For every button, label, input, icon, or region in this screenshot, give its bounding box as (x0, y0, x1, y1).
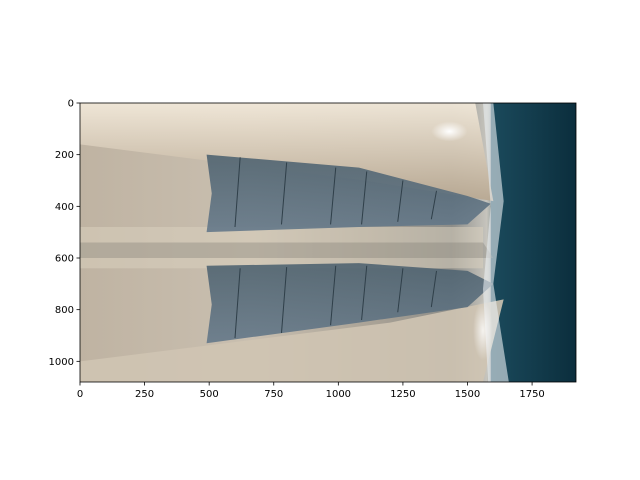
y-tick-label: 400 (55, 202, 74, 213)
tank-image (80, 103, 576, 382)
x-tick-label: 250 (135, 389, 154, 400)
x-tick-label: 500 (200, 389, 219, 400)
y-tick-label: 200 (55, 150, 74, 161)
panel-seam-lower (330, 265, 337, 326)
y-tick-label: 1000 (49, 357, 74, 368)
light-glare (473, 300, 493, 361)
axes-frame (79, 102, 577, 383)
light-glare (431, 121, 468, 142)
x-tick-label: 1250 (390, 389, 415, 400)
center-band (80, 227, 483, 269)
water-region (490, 103, 576, 382)
panel-seam-upper (361, 171, 368, 225)
x-tick-label: 1750 (519, 389, 544, 400)
panel-seam-lower (281, 267, 288, 333)
panel-seam-upper (397, 180, 404, 222)
bottom-wall (80, 299, 504, 382)
x-tick-label: 1000 (326, 389, 351, 400)
center-shadow (80, 242, 494, 258)
panel-seam-upper (281, 162, 288, 225)
y-axis: 0 200 400 600 800 1000 (49, 99, 80, 368)
panel-seam-lower (430, 270, 437, 308)
panel-seam-upper (330, 167, 337, 225)
panel-seam-lower (234, 268, 241, 339)
x-tick-label: 0 (77, 389, 83, 400)
panel-seam-upper (430, 190, 437, 220)
x-axis: 0 250 500 750 1000 1250 1500 1750 (77, 382, 545, 400)
x-tick-label: 1500 (455, 389, 480, 400)
y-tick-label: 600 (55, 254, 74, 265)
y-tick-label: 0 (68, 99, 74, 110)
upper-panels (206, 154, 491, 233)
panel-seam-lower (397, 268, 404, 313)
panel-seam-upper (234, 157, 241, 228)
x-tick-label: 750 (264, 389, 283, 400)
panel-seam-lower (361, 265, 368, 321)
lower-panels (206, 263, 494, 344)
y-tick-label: 800 (55, 305, 74, 316)
